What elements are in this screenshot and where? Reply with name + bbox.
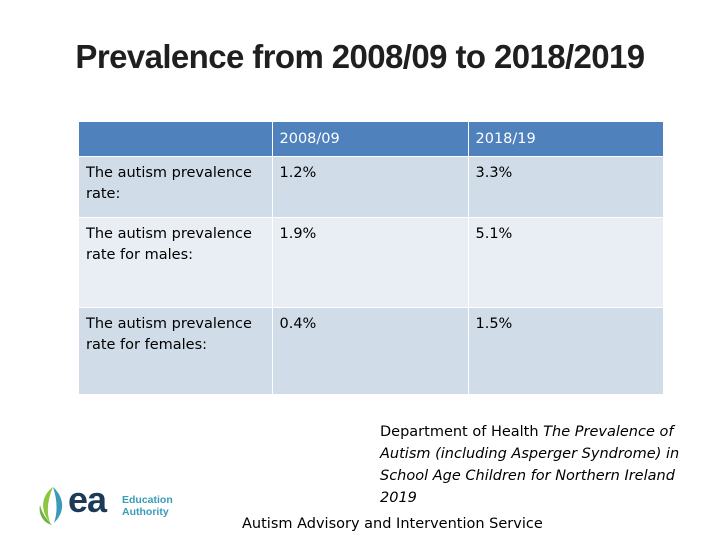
leaf-icon bbox=[39, 487, 63, 525]
logo-mark-text: ea bbox=[68, 479, 107, 520]
education-authority-logo: ea Education Authority bbox=[36, 479, 186, 527]
value-2008-09: 1.2% bbox=[272, 156, 469, 218]
logo-line-1: Education bbox=[122, 494, 173, 506]
table-row: The autism prevalence rate for females: … bbox=[79, 307, 664, 394]
header-2008-09: 2008/09 bbox=[272, 122, 469, 157]
row-label: The autism prevalence rate: bbox=[79, 156, 273, 218]
logo-line-2: Authority bbox=[122, 506, 169, 518]
slide-title: Prevalence from 2008/09 to 2018/2019 bbox=[75, 38, 645, 75]
header-blank-cell bbox=[79, 122, 273, 157]
value-2008-09: 1.9% bbox=[272, 217, 469, 308]
header-2018-19: 2018/19 bbox=[468, 122, 664, 157]
citation-title: The Prevalence of Autism (including Aspe… bbox=[380, 424, 680, 506]
row-label: The autism prevalence rate for males: bbox=[79, 217, 273, 308]
logo-wordmark: Education Authority bbox=[122, 494, 173, 518]
table-row: The autism prevalence rate for males: 1.… bbox=[79, 217, 664, 308]
table-row: The autism prevalence rate: 1.2% 3.3% bbox=[79, 156, 664, 218]
value-2018-19: 3.3% bbox=[468, 156, 664, 218]
row-label: The autism prevalence rate for females: bbox=[79, 307, 273, 394]
citation-prefix: Department of Health bbox=[380, 424, 544, 440]
source-citation: Department of Health The Prevalence of A… bbox=[380, 421, 680, 509]
prevalence-table: 2008/09 2018/19 The autism prevalence ra… bbox=[79, 122, 664, 394]
value-2018-19: 1.5% bbox=[468, 307, 664, 394]
footer-service-name: Autism Advisory and Intervention Service bbox=[242, 516, 543, 532]
table-header-row: 2008/09 2018/19 bbox=[79, 122, 664, 157]
value-2018-19: 5.1% bbox=[468, 217, 664, 308]
value-2008-09: 0.4% bbox=[272, 307, 469, 394]
